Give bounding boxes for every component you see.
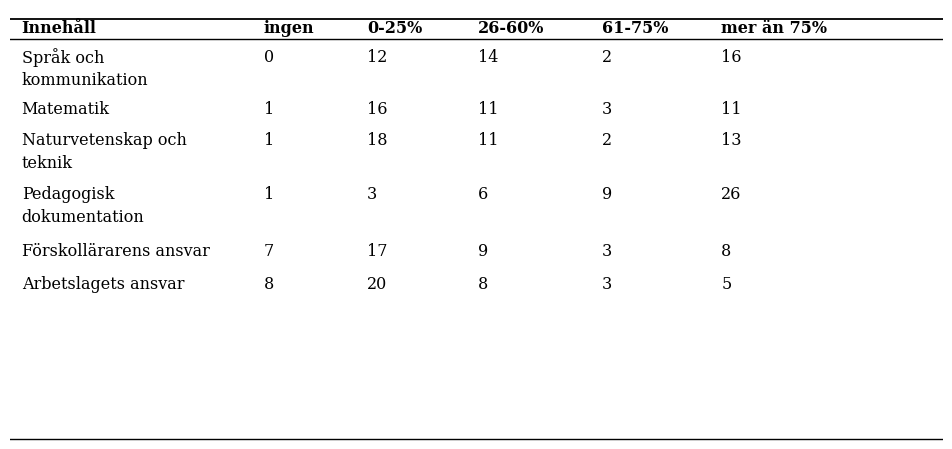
Text: 3: 3 (367, 186, 377, 203)
Text: 6: 6 (478, 186, 488, 203)
Text: Språk och: Språk och (22, 48, 104, 67)
Text: 13: 13 (721, 132, 741, 149)
Text: 26-60%: 26-60% (478, 20, 545, 37)
Text: 17: 17 (367, 243, 387, 260)
Text: dokumentation: dokumentation (22, 209, 145, 226)
Text: 12: 12 (367, 49, 387, 66)
Text: 14: 14 (478, 49, 498, 66)
Text: Pedagogisk: Pedagogisk (22, 186, 114, 203)
Text: 16: 16 (721, 49, 741, 66)
Text: 3: 3 (601, 101, 611, 118)
Text: 7: 7 (264, 243, 273, 260)
Text: 26: 26 (721, 186, 741, 203)
Text: ingen: ingen (264, 20, 314, 37)
Text: 8: 8 (721, 243, 731, 260)
Text: 16: 16 (367, 101, 387, 118)
Text: 20: 20 (367, 276, 387, 293)
Text: Naturvetenskap och: Naturvetenskap och (22, 132, 187, 149)
Text: 0: 0 (264, 49, 273, 66)
Text: Arbetslagets ansvar: Arbetslagets ansvar (22, 276, 184, 293)
Text: 1: 1 (264, 186, 273, 203)
Text: teknik: teknik (22, 155, 72, 172)
Text: 61-75%: 61-75% (601, 20, 667, 37)
Text: 2: 2 (601, 49, 611, 66)
Text: 11: 11 (478, 101, 498, 118)
Text: 8: 8 (264, 276, 273, 293)
Text: 5: 5 (721, 276, 731, 293)
Text: 0-25%: 0-25% (367, 20, 422, 37)
Text: 2: 2 (601, 132, 611, 149)
Text: 1: 1 (264, 101, 273, 118)
Text: 3: 3 (601, 276, 611, 293)
Text: kommunikation: kommunikation (22, 72, 149, 89)
Text: Matematik: Matematik (22, 101, 109, 118)
Text: Innehåll: Innehåll (22, 20, 96, 37)
Text: 11: 11 (721, 101, 741, 118)
Text: 1: 1 (264, 132, 273, 149)
Text: 8: 8 (478, 276, 488, 293)
Text: 11: 11 (478, 132, 498, 149)
Text: 9: 9 (601, 186, 611, 203)
Text: 18: 18 (367, 132, 387, 149)
Text: 3: 3 (601, 243, 611, 260)
Text: Förskollärarens ansvar: Förskollärarens ansvar (22, 243, 209, 260)
Text: 9: 9 (478, 243, 488, 260)
Text: mer än 75%: mer än 75% (721, 20, 826, 37)
